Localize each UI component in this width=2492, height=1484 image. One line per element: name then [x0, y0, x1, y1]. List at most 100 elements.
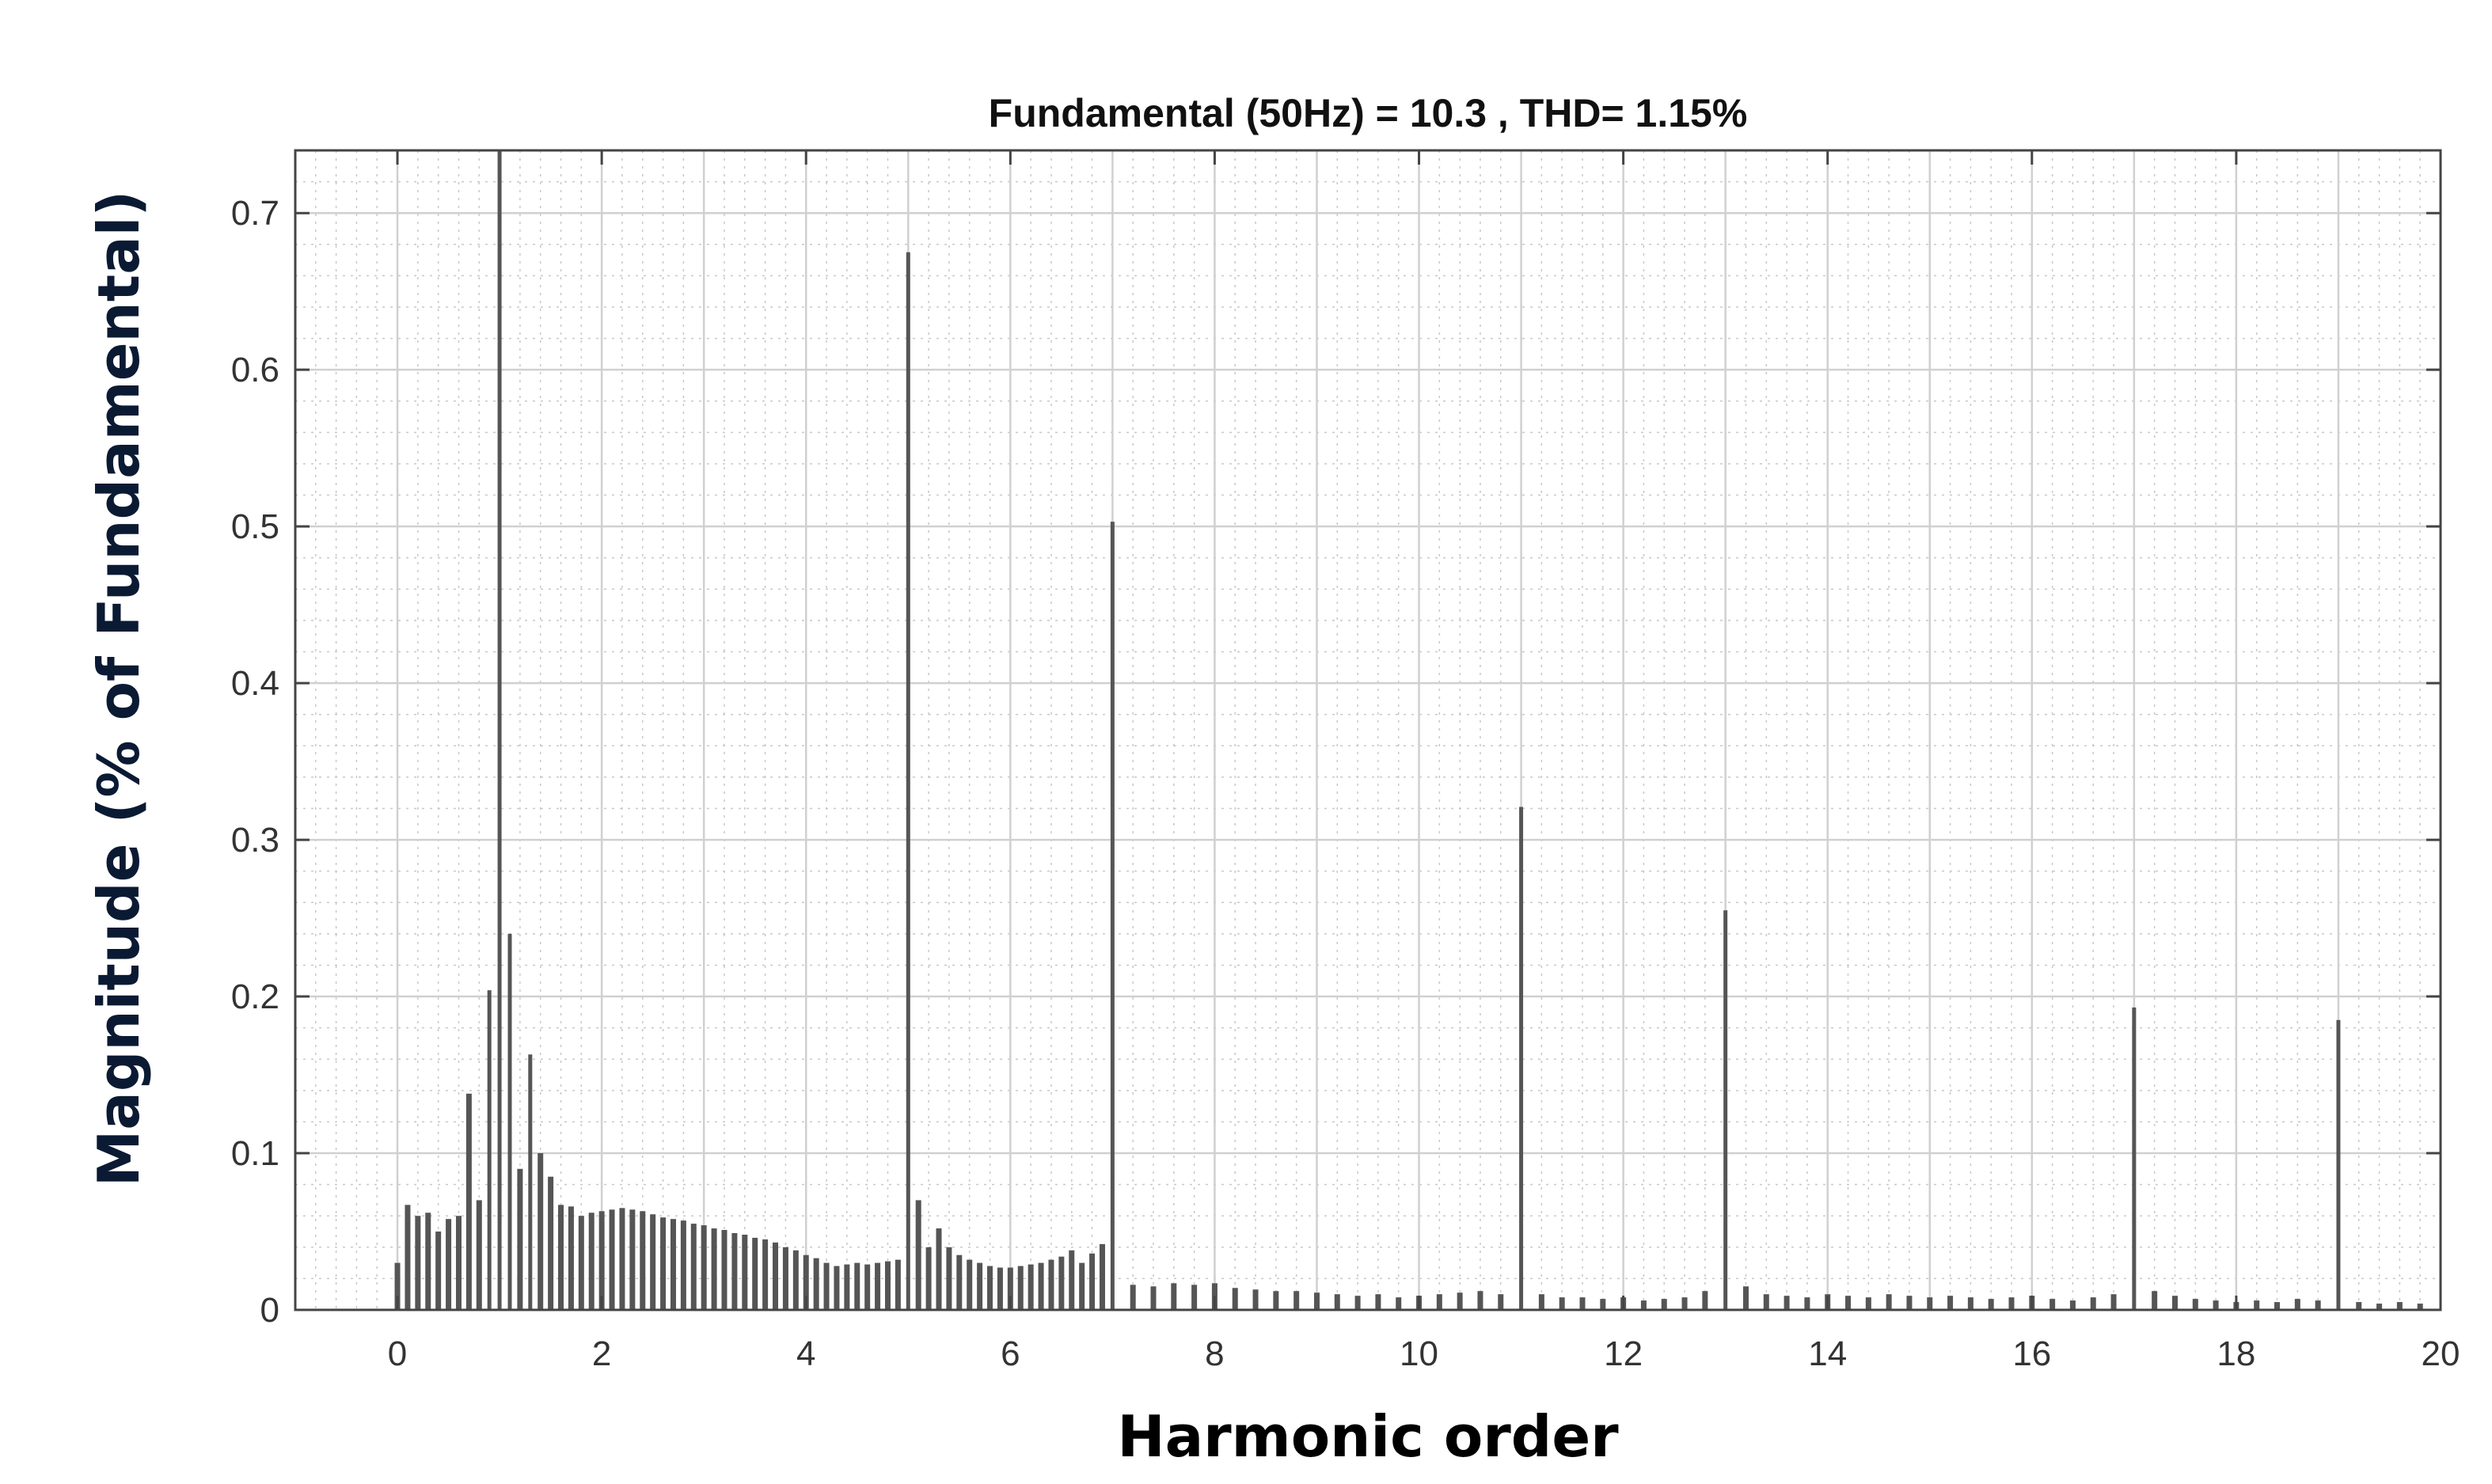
- harmonic-bar: [1559, 1297, 1565, 1310]
- y-tick-label: 0.3: [231, 821, 279, 860]
- harmonic-bar: [1038, 1262, 1044, 1310]
- y-tick-label: 0.2: [231, 977, 279, 1016]
- harmonic-bar: [1375, 1294, 1381, 1310]
- harmonic-bar: [2356, 1302, 2362, 1310]
- x-tick-label: 12: [1604, 1334, 1643, 1373]
- x-tick-label: 0: [388, 1334, 407, 1373]
- harmonic-bar: [762, 1239, 769, 1310]
- x-tick-label: 4: [796, 1334, 815, 1373]
- harmonic-bar: [487, 990, 492, 1310]
- harmonic-bar: [1763, 1294, 1769, 1310]
- harmonic-bar: [650, 1214, 656, 1310]
- harmonic-bar: [1742, 1286, 1749, 1310]
- harmonic-bar: [1069, 1250, 1075, 1310]
- harmonic-bar: [405, 1205, 411, 1310]
- harmonic-bar: [1457, 1292, 1463, 1310]
- harmonic-bar: [1865, 1297, 1871, 1310]
- harmonic-bar: [2049, 1299, 2056, 1310]
- harmonic-bar: [1048, 1259, 1054, 1310]
- harmonic-bar: [1017, 1266, 1024, 1310]
- harmonic-bar: [2090, 1297, 2096, 1310]
- harmonic-bar: [455, 1216, 462, 1310]
- harmonic-bar: [915, 1200, 921, 1310]
- harmonic-bar: [1354, 1296, 1361, 1310]
- harmonic-bar: [1681, 1297, 1688, 1310]
- harmonic-bar: [997, 1267, 1003, 1310]
- y-tick-label: 0: [260, 1291, 279, 1330]
- harmonic-bar: [1396, 1297, 1402, 1310]
- harmonic-bar: [507, 933, 512, 1310]
- harmonic-bar: [967, 1259, 973, 1310]
- harmonic-bar: [497, 150, 502, 1310]
- harmonic-bar: [670, 1219, 676, 1310]
- harmonic-bar: [1477, 1291, 1483, 1310]
- harmonic-bar: [2008, 1297, 2015, 1310]
- harmonic-bar: [2417, 1304, 2423, 1310]
- harmonic-bar: [1150, 1286, 1157, 1310]
- harmonic-bar: [1967, 1297, 1973, 1310]
- harmonic-bar: [2171, 1296, 2178, 1310]
- harmonic-bar: [394, 1262, 401, 1310]
- harmonic-bar: [1640, 1300, 1647, 1310]
- harmonic-bar: [476, 1200, 482, 1310]
- chart-title: Fundamental (50Hz) = 10.3 , THD= 1.15%: [989, 91, 1748, 135]
- harmonic-bar: [588, 1213, 595, 1310]
- harmonic-bar: [1538, 1294, 1544, 1310]
- harmonic-bar: [2069, 1300, 2076, 1310]
- harmonic-bar: [568, 1206, 574, 1310]
- harmonic-bar: [2110, 1294, 2117, 1310]
- harmonic-bar: [598, 1211, 605, 1310]
- harmonic-bar: [895, 1259, 901, 1310]
- harmonic-bar: [2132, 1007, 2137, 1310]
- harmonic-bar: [803, 1254, 809, 1310]
- harmonic-bar: [701, 1225, 707, 1310]
- harmonic-bar: [1007, 1267, 1013, 1310]
- y-tick-label: 0.4: [231, 664, 279, 703]
- harmonic-bar: [1293, 1291, 1300, 1310]
- harmonic-bar: [2192, 1299, 2198, 1310]
- harmonic-bar: [1252, 1289, 1259, 1310]
- harmonic-bar: [1171, 1283, 1177, 1310]
- harmonic-bar: [446, 1219, 452, 1310]
- y-tick-label: 0.6: [231, 351, 279, 389]
- harmonic-bar: [1313, 1292, 1320, 1310]
- x-tick-label: 20: [2422, 1334, 2460, 1373]
- harmonic-bar: [2376, 1304, 2383, 1310]
- harmonic-bar: [609, 1209, 615, 1310]
- harmonic-bar: [884, 1261, 891, 1310]
- harmonic-bar: [2274, 1302, 2281, 1310]
- x-tick-label: 16: [2012, 1334, 2051, 1373]
- harmonic-bar: [2336, 1019, 2341, 1310]
- harmonic-bar: [415, 1216, 421, 1310]
- harmonic-bar: [640, 1211, 646, 1310]
- harmonic-bar: [629, 1209, 636, 1310]
- harmonic-bar: [1723, 910, 1728, 1310]
- harmonic-bar: [1089, 1253, 1096, 1310]
- harmonic-bar: [1191, 1285, 1198, 1310]
- harmonic-bar: [1886, 1294, 1892, 1310]
- harmonic-bar: [1273, 1291, 1279, 1310]
- harmonic-bar: [956, 1254, 963, 1310]
- harmonic-bar: [1579, 1297, 1586, 1310]
- harmonic-bar: [528, 1054, 533, 1310]
- x-tick-label: 2: [592, 1334, 611, 1373]
- harmonic-bar: [946, 1247, 952, 1310]
- bars: [394, 150, 2423, 1311]
- x-axis-label: Harmonic order: [1117, 1403, 1619, 1470]
- harmonic-bar: [2294, 1299, 2300, 1310]
- harmonic-bar: [1804, 1297, 1810, 1310]
- plot-frame: [294, 149, 2442, 1311]
- harmonic-bar: [517, 1168, 523, 1310]
- harmonic-bar: [925, 1247, 932, 1310]
- harmonic-bar: [1661, 1299, 1667, 1310]
- harmonic-bar: [906, 252, 910, 1311]
- harmonic-bar: [578, 1216, 584, 1310]
- y-tick-label: 0.5: [231, 507, 279, 546]
- axis-ticks: 0 2 4 6 8 10 12 14 16 18 20 0 0.1 0.2 0.3 0.4 0.5 0.6 0.7: [231, 150, 2460, 1373]
- harmonic-bar: [1334, 1294, 1340, 1310]
- x-tick-label: 18: [2217, 1334, 2255, 1373]
- harmonic-bar: [823, 1262, 830, 1310]
- harmonic-bar: [2213, 1300, 2219, 1310]
